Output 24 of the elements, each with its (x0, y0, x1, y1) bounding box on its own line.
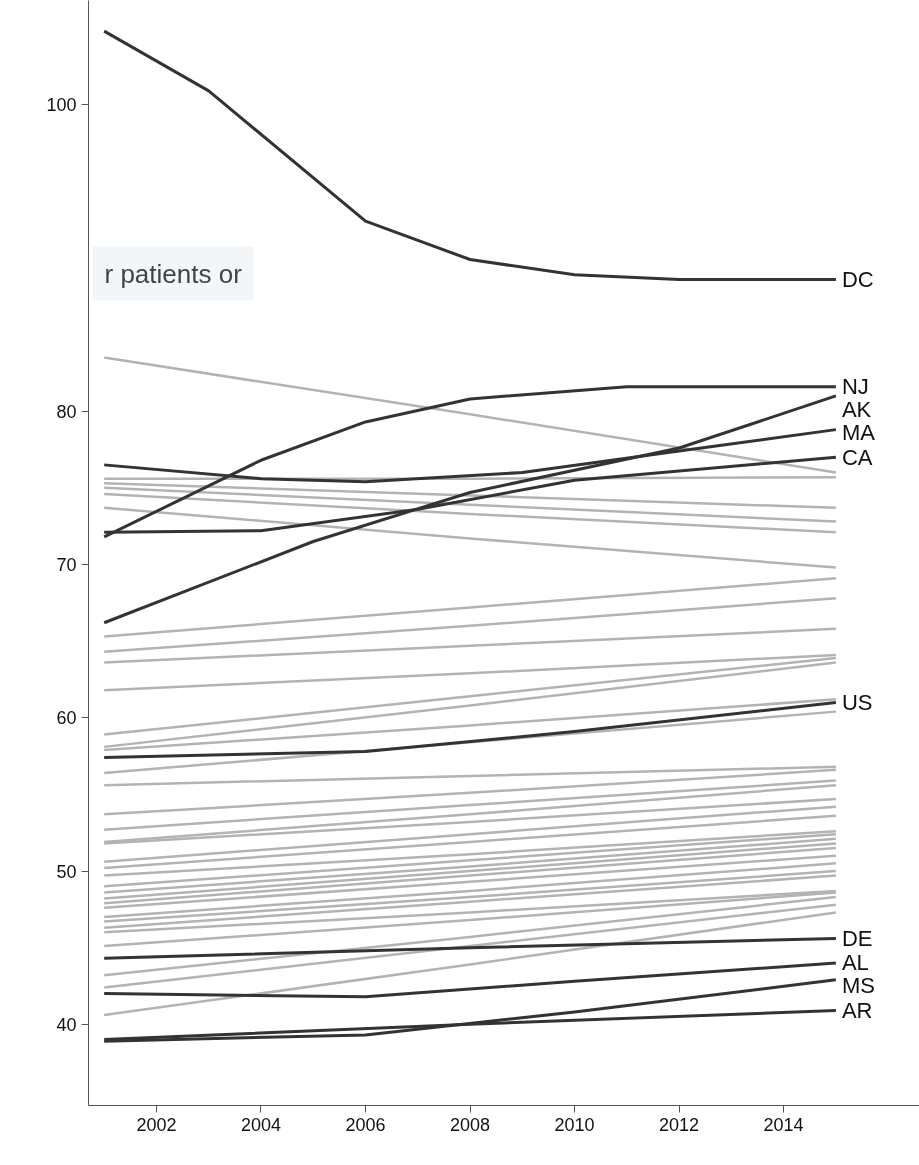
series-label: MA (841, 420, 876, 446)
x-tick-label: 2006 (345, 1114, 386, 1135)
series-label: US (841, 689, 873, 715)
series-label: NJ (841, 374, 869, 400)
x-tick-label: 2002 (136, 1114, 177, 1135)
series-label: DC (841, 266, 874, 292)
annotation: r patients or (104, 258, 243, 289)
y-tick-label: 50 (56, 861, 77, 882)
y-tick-label: 80 (56, 401, 77, 422)
series-label: CA (841, 444, 873, 470)
y-tick-label: 40 (56, 1014, 77, 1035)
x-tick-label: 2014 (763, 1114, 804, 1135)
series-label: MS (841, 973, 875, 999)
y-tick-label: 60 (56, 708, 77, 729)
y-tick-label: 100 (46, 95, 77, 116)
x-tick-label: 2008 (450, 1114, 491, 1135)
x-tick-label: 2004 (240, 1114, 281, 1135)
y-tick-label: 70 (56, 554, 77, 575)
x-tick-label: 2010 (554, 1114, 595, 1135)
series-label: AR (841, 997, 873, 1023)
series-label: AK (841, 397, 872, 423)
series-label: DE (841, 925, 873, 951)
series-label: AL (841, 950, 869, 976)
x-tick-label: 2012 (659, 1114, 700, 1135)
